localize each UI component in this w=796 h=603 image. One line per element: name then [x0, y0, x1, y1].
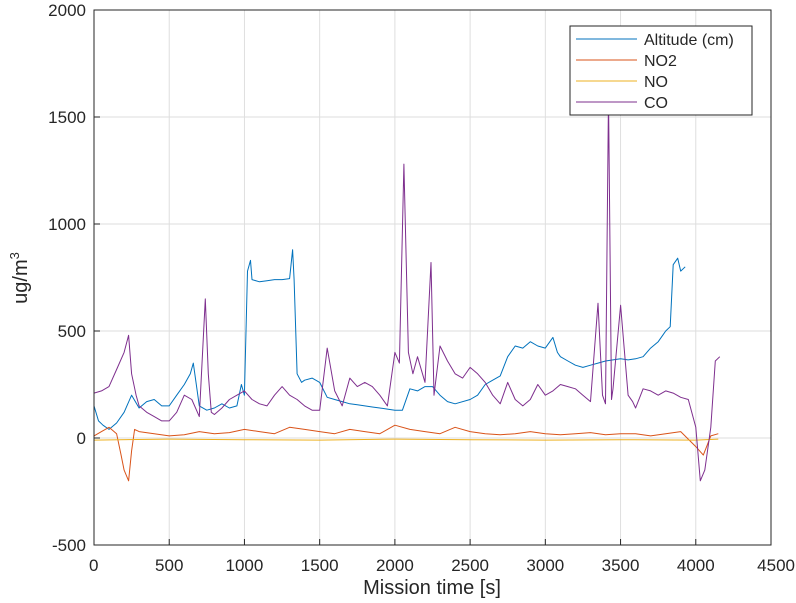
y-tick-label: 1000	[48, 215, 86, 234]
y-axis-label-superscript: 3	[7, 252, 22, 259]
x-axis-label: Mission time [s]	[363, 577, 501, 599]
x-tick-label: 4500	[757, 556, 795, 575]
y-axis-label-base: ug/m	[10, 259, 32, 303]
y-tick-label: 500	[58, 322, 86, 341]
x-tick-label: 1000	[226, 556, 264, 575]
x-tick-label: 0	[89, 556, 98, 575]
legend-label-no: NO	[644, 74, 668, 91]
legend: Altitude (cm) NO2 NO CO	[569, 25, 753, 116]
legend-box	[569, 25, 753, 116]
x-tick-label: 4000	[677, 556, 715, 575]
legend-label-co: CO	[644, 95, 668, 112]
y-tick-label: 2000	[48, 1, 86, 20]
y-tick-label: 0	[77, 429, 86, 448]
x-tick-label: 1500	[301, 556, 339, 575]
legend-label-altitude-cm: Altitude (cm)	[644, 32, 734, 49]
series-line-altitude-cm	[93, 249, 686, 430]
series-line-co	[93, 95, 721, 482]
series-line-no2	[93, 424, 719, 482]
series-line-no	[93, 438, 719, 441]
x-tick-label: 3000	[526, 556, 564, 575]
y-tick-label: -500	[52, 536, 86, 555]
x-tick-label: 2000	[376, 556, 414, 575]
x-tick-label: 500	[155, 556, 183, 575]
ticks: 0 500 1000 1500 2000 2500 3000 3500 4000 4500 -500…	[48, 1, 795, 575]
legend-label-no2: NO2	[644, 53, 677, 70]
series-layer	[93, 95, 721, 482]
x-tick-label: 2500	[451, 556, 489, 575]
y-axis-label: ug/m3	[7, 252, 32, 304]
plot-frame	[93, 9, 772, 546]
y-tick-label: 1500	[48, 108, 86, 127]
x-tick-label: 3500	[602, 556, 640, 575]
